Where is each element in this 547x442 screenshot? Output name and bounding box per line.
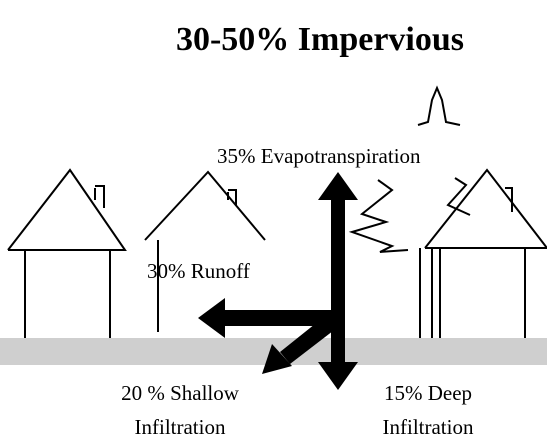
label: 15% Deep bbox=[384, 381, 472, 405]
house bbox=[8, 170, 125, 338]
label: 30% Runoff bbox=[147, 259, 250, 283]
label: 35% Evapotranspiration bbox=[217, 144, 421, 168]
house bbox=[420, 170, 547, 338]
label: Infiltration bbox=[383, 415, 474, 439]
label: Infiltration bbox=[135, 415, 226, 439]
label: 20 % Shallow bbox=[121, 381, 240, 405]
title: 30-50% Impervious bbox=[176, 21, 464, 58]
zigzag bbox=[352, 180, 408, 252]
diagram: 30-50% Impervious 35% Evapotranspiration… bbox=[0, 0, 547, 442]
house bbox=[145, 172, 265, 332]
page: 30-50% Impervious 35% Evapotranspiration… bbox=[0, 0, 547, 442]
sun-curve bbox=[418, 88, 460, 125]
